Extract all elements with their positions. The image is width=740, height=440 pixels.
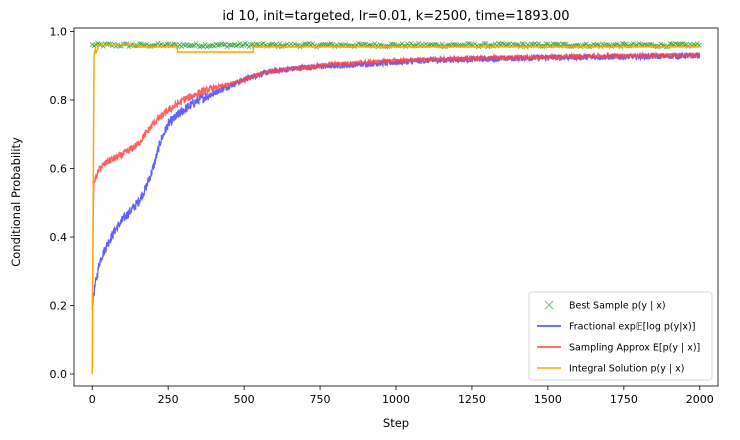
y-tick-label: 0.4 bbox=[50, 231, 68, 244]
best-sample-point bbox=[676, 41, 682, 47]
y-tick-label: 0.2 bbox=[50, 299, 68, 312]
legend-label: Best Sample p(y | x) bbox=[569, 301, 666, 312]
x-tick-label: 1250 bbox=[458, 393, 486, 406]
series-fractional-line bbox=[91, 51, 701, 311]
legend-box bbox=[528, 291, 713, 381]
series-integral-line bbox=[91, 44, 700, 375]
best-sample-point bbox=[390, 41, 396, 47]
x-tick-label: 250 bbox=[158, 393, 179, 406]
best-sample-point bbox=[248, 42, 254, 48]
x-tick-label: 0 bbox=[89, 393, 96, 406]
best-sample-point bbox=[415, 40, 421, 47]
best-sample-point bbox=[621, 41, 627, 47]
best-sample-point bbox=[682, 42, 688, 48]
best-sample-point bbox=[408, 40, 414, 46]
best-sample-point bbox=[164, 41, 170, 47]
x-tick-label: 500 bbox=[234, 393, 255, 406]
x-tick-label: 2000 bbox=[686, 393, 714, 406]
best-sample-point bbox=[277, 41, 283, 47]
y-axis-label: Conditional Probability bbox=[9, 137, 23, 267]
x-axis-label: Step bbox=[383, 416, 409, 430]
x-tick-label: 750 bbox=[310, 393, 331, 406]
legend: Best Sample p(y | x) Fractional exp𝔼[log … bbox=[528, 291, 713, 381]
legend-item: Sampling Approx E[p(y | x)] bbox=[537, 343, 700, 354]
plot-area bbox=[73, 27, 719, 387]
best-sample-point bbox=[483, 40, 489, 47]
x-tick-label: 1500 bbox=[534, 393, 562, 406]
best-sample-point bbox=[189, 42, 195, 48]
legend-item: Best Sample p(y | x) bbox=[544, 300, 666, 312]
legend-item: Integral Solution p(y | x) bbox=[537, 364, 684, 375]
legend-label: Sampling Approx E[p(y | x)] bbox=[569, 343, 700, 354]
legend-marker bbox=[544, 300, 554, 310]
legend-label: Integral Solution p(y | x) bbox=[569, 364, 684, 375]
series-sampling-line bbox=[91, 51, 701, 303]
best-sample-point bbox=[215, 42, 221, 48]
x-tick-label: 1000 bbox=[382, 393, 410, 406]
best-sample-point bbox=[439, 41, 445, 47]
y-axis-ticks: 0.0 0.2 0.4 0.6 0.8 1.0 bbox=[50, 25, 74, 381]
y-tick-label: 0.6 bbox=[50, 162, 68, 175]
y-tick-label: 0.0 bbox=[50, 368, 68, 381]
legend-item: Fractional exp𝔼[log p(y|x)] bbox=[537, 322, 695, 333]
x-tick-label: 1750 bbox=[610, 393, 638, 406]
y-tick-label: 0.8 bbox=[50, 94, 68, 107]
best-sample-point bbox=[554, 41, 560, 47]
best-sample-point bbox=[361, 41, 367, 47]
best-sample-point bbox=[432, 41, 438, 47]
series-best-sample bbox=[89, 40, 702, 50]
best-sample-point bbox=[465, 41, 471, 47]
best-sample-point bbox=[561, 41, 567, 47]
best-sample-point bbox=[253, 41, 259, 47]
x-axis-ticks: 0 250 500 750 1000 1250 1500 1750 2000 bbox=[89, 386, 714, 406]
best-sample-point bbox=[543, 41, 549, 47]
y-tick-label: 1.0 bbox=[50, 25, 68, 38]
best-sample-point bbox=[647, 41, 653, 47]
best-sample-point bbox=[220, 42, 226, 48]
chart-title: id 10, init=targeted, lr=0.01, k=2500, t… bbox=[222, 9, 569, 24]
best-sample-point bbox=[583, 41, 589, 47]
best-sample-point bbox=[237, 41, 243, 47]
best-sample-point bbox=[199, 43, 205, 49]
legend-label: Fractional exp𝔼[log p(y|x)] bbox=[569, 322, 695, 333]
